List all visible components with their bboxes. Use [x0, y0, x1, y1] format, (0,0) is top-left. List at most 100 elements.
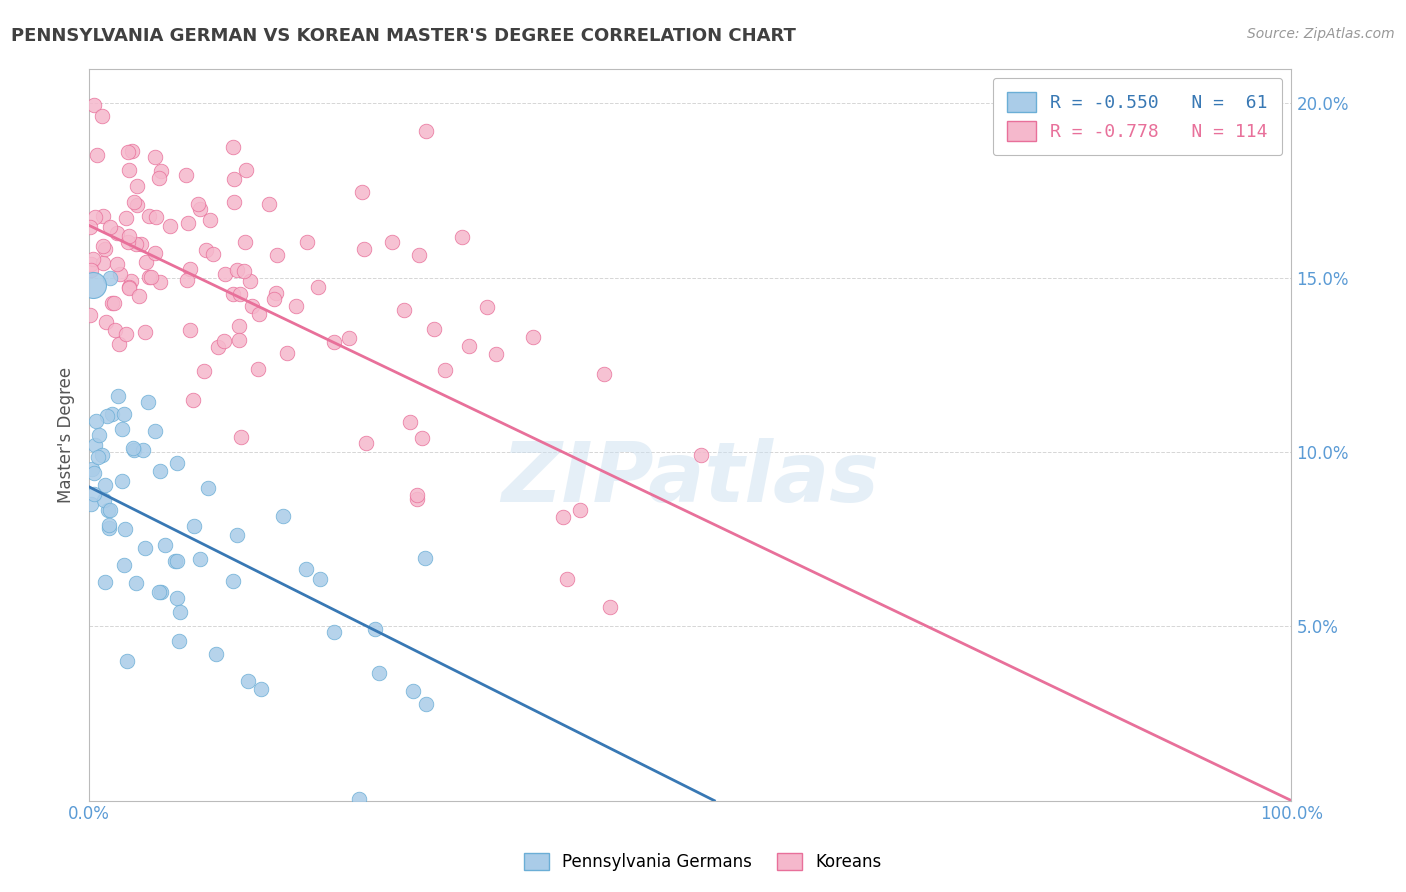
Point — [117, 163, 139, 178]
Point — [307, 280, 329, 294]
Point — [148, 170, 170, 185]
Point — [204, 647, 226, 661]
Point — [138, 209, 160, 223]
Point — [97, 521, 120, 535]
Point — [522, 329, 544, 343]
Point — [98, 503, 121, 517]
Point — [181, 392, 204, 407]
Point — [485, 347, 508, 361]
Point — [247, 307, 270, 321]
Point — [134, 326, 156, 340]
Point — [176, 273, 198, 287]
Point — [408, 248, 430, 262]
Point — [94, 574, 117, 589]
Legend: R = -0.550   N =  61, R = -0.778   N = 114: R = -0.550 N = 61, R = -0.778 N = 114 — [993, 78, 1282, 155]
Point — [120, 274, 142, 288]
Point — [411, 432, 433, 446]
Point — [226, 263, 249, 277]
Point — [103, 295, 125, 310]
Point — [84, 414, 107, 428]
Point — [108, 337, 131, 351]
Point — [105, 226, 128, 240]
Point — [228, 318, 250, 333]
Point — [165, 554, 187, 568]
Text: PENNSYLVANIA GERMAN VS KOREAN MASTER'S DEGREE CORRELATION CHART: PENNSYLVANIA GERMAN VS KOREAN MASTER'S D… — [11, 27, 796, 45]
Point — [93, 243, 115, 257]
Point — [118, 279, 141, 293]
Point — [592, 367, 614, 381]
Point — [143, 150, 166, 164]
Point — [347, 792, 370, 806]
Point — [193, 363, 215, 377]
Point — [413, 550, 436, 565]
Point — [214, 267, 236, 281]
Point — [149, 464, 172, 478]
Point — [100, 296, 122, 310]
Point — [337, 330, 360, 344]
Point — [143, 245, 166, 260]
Point — [194, 244, 217, 258]
Point — [87, 450, 110, 464]
Point — [264, 285, 287, 300]
Point — [183, 518, 205, 533]
Point — [222, 171, 245, 186]
Point — [97, 503, 120, 517]
Point — [233, 235, 256, 249]
Point — [83, 466, 105, 480]
Point — [91, 256, 114, 270]
Point — [115, 654, 138, 668]
Point — [406, 488, 429, 502]
Point — [79, 308, 101, 322]
Point — [568, 502, 591, 516]
Point — [221, 574, 243, 589]
Point — [97, 517, 120, 532]
Y-axis label: Master's Degree: Master's Degree — [58, 367, 75, 502]
Point — [103, 323, 125, 337]
Point — [111, 474, 134, 488]
Point — [250, 681, 273, 696]
Point — [114, 326, 136, 341]
Point — [101, 407, 124, 421]
Point — [105, 257, 128, 271]
Point — [118, 281, 141, 295]
Point — [323, 334, 346, 349]
Point — [169, 605, 191, 619]
Point — [87, 427, 110, 442]
Point — [200, 213, 222, 227]
Point — [115, 211, 138, 226]
Point — [86, 148, 108, 162]
Point — [188, 202, 211, 217]
Point — [136, 394, 159, 409]
Point — [415, 124, 437, 138]
Point — [263, 293, 285, 307]
Point — [433, 363, 456, 377]
Point — [143, 424, 166, 438]
Point — [117, 145, 139, 159]
Point — [90, 109, 112, 123]
Point — [83, 487, 105, 501]
Point — [599, 600, 621, 615]
Point — [134, 541, 156, 555]
Point — [132, 443, 155, 458]
Point — [94, 477, 117, 491]
Point — [80, 497, 103, 511]
Point — [179, 323, 201, 337]
Point — [83, 98, 105, 112]
Point — [188, 551, 211, 566]
Point — [392, 303, 415, 318]
Point — [82, 277, 104, 292]
Point — [125, 179, 148, 194]
Point — [197, 482, 219, 496]
Point — [236, 674, 259, 689]
Point — [399, 415, 422, 429]
Text: Source: ZipAtlas.com: Source: ZipAtlas.com — [1247, 27, 1395, 41]
Point — [309, 572, 332, 586]
Text: ZIPatlas: ZIPatlas — [502, 438, 879, 519]
Point — [125, 576, 148, 591]
Point — [177, 216, 200, 230]
Point — [232, 264, 254, 278]
Point — [112, 407, 135, 421]
Point — [93, 492, 115, 507]
Point — [226, 528, 249, 542]
Point — [96, 315, 118, 329]
